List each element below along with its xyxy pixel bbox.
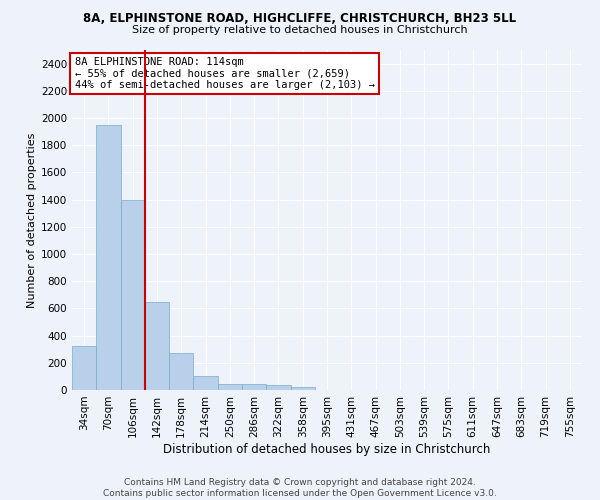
Bar [72, 346, 96, 390]
Bar [193, 376, 218, 390]
Bar [121, 200, 145, 390]
Text: Size of property relative to detached houses in Christchurch: Size of property relative to detached ho… [132, 25, 468, 35]
Bar [266, 385, 290, 390]
Bar [96, 125, 121, 390]
Bar [169, 354, 193, 390]
Text: Contains HM Land Registry data © Crown copyright and database right 2024.
Contai: Contains HM Land Registry data © Crown c… [103, 478, 497, 498]
Bar [218, 384, 242, 390]
Y-axis label: Number of detached properties: Number of detached properties [27, 132, 37, 308]
X-axis label: Distribution of detached houses by size in Christchurch: Distribution of detached houses by size … [163, 442, 491, 456]
Bar [145, 302, 169, 390]
Text: 8A, ELPHINSTONE ROAD, HIGHCLIFFE, CHRISTCHURCH, BH23 5LL: 8A, ELPHINSTONE ROAD, HIGHCLIFFE, CHRIST… [83, 12, 517, 26]
Text: 8A ELPHINSTONE ROAD: 114sqm
← 55% of detached houses are smaller (2,659)
44% of : 8A ELPHINSTONE ROAD: 114sqm ← 55% of det… [74, 57, 374, 90]
Bar [290, 387, 315, 390]
Bar [242, 384, 266, 390]
